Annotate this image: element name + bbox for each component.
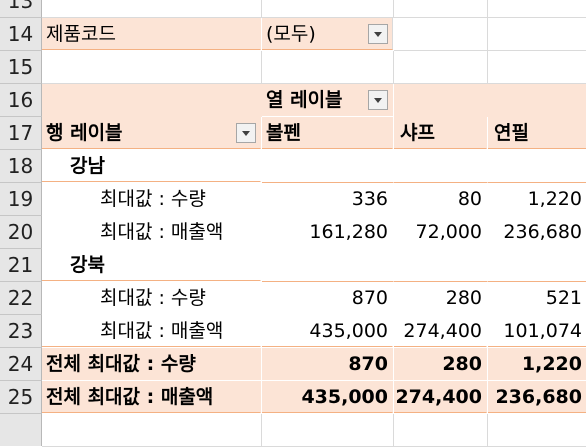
row-23: 23 최대값 : 매출액 435,000 274,400 101,074: [0, 315, 586, 348]
cell[interactable]: [488, 84, 586, 117]
cell[interactable]: [488, 150, 586, 183]
grand-total-value[interactable]: 236,680: [488, 381, 586, 413]
row-15: 15: [0, 51, 586, 84]
grand-total-value[interactable]: 435,000: [262, 381, 393, 413]
row-header[interactable]: [0, 414, 42, 446]
value-cell[interactable]: 80: [457, 188, 482, 210]
row-labels-dropdown-button[interactable]: [236, 123, 256, 143]
value-cell[interactable]: 101,074: [488, 315, 586, 347]
cell[interactable]: [394, 84, 488, 117]
filter-dropdown-button[interactable]: [368, 24, 388, 44]
row-25: 25 전체 최대값 : 매출액 435,000 274,400 236,680: [0, 381, 586, 414]
filter-value-cell[interactable]: (모두): [262, 18, 393, 50]
row-14: 14 제품코드 (모두): [0, 18, 586, 51]
row-22: 22 최대값 : 수량 870 280 521: [0, 282, 586, 315]
group-label[interactable]: 강북: [42, 249, 261, 281]
value-cell[interactable]: 435,000: [262, 315, 393, 347]
cell[interactable]: [42, 414, 262, 447]
cell[interactable]: [488, 414, 586, 447]
cell[interactable]: [394, 18, 488, 51]
cell[interactable]: [488, 51, 586, 84]
group-label[interactable]: 강남: [42, 150, 261, 182]
value-cell[interactable]: 521: [545, 287, 582, 309]
value-cell[interactable]: 274,400: [394, 315, 487, 347]
row-header[interactable]: 21: [0, 249, 42, 282]
grand-total-value[interactable]: 1,220: [488, 348, 586, 380]
row-header[interactable]: 24: [0, 348, 42, 381]
row-header[interactable]: 23: [0, 315, 42, 348]
cell[interactable]: [394, 414, 488, 447]
cell[interactable]: [394, 0, 488, 18]
column-labels-header: 열 레이블: [266, 89, 343, 111]
value-cell[interactable]: 161,280: [309, 221, 388, 243]
column-labels-dropdown-button[interactable]: [368, 90, 388, 110]
value-cell[interactable]: 280: [445, 287, 482, 309]
cell[interactable]: [42, 51, 262, 84]
cell[interactable]: [262, 414, 394, 447]
row-16: 16 열 레이블: [0, 84, 586, 117]
column-header-syap[interactable]: 샤프: [394, 117, 487, 149]
value-cell[interactable]: 1,220: [527, 188, 582, 210]
cell[interactable]: [262, 51, 394, 84]
row-13: 13: [0, 0, 586, 18]
column-labels-cell[interactable]: 열 레이블: [262, 84, 393, 116]
grand-total-value[interactable]: 870: [262, 348, 393, 380]
row-labels-header: 행 레이블: [46, 122, 123, 144]
cell[interactable]: [488, 18, 586, 51]
row-26: [0, 414, 586, 447]
value-label[interactable]: 최대값 : 수량: [100, 287, 206, 309]
value-cell[interactable]: 870: [351, 287, 388, 309]
column-header-bolpen[interactable]: 볼펜: [262, 117, 393, 149]
row-17: 17 행 레이블 볼펜 샤프 연필: [0, 117, 586, 150]
row-labels-cell[interactable]: 행 레이블: [42, 117, 261, 149]
cell[interactable]: [42, 0, 262, 18]
value-cell[interactable]: 236,680: [503, 221, 582, 243]
row-header[interactable]: 19: [0, 183, 42, 216]
row-header[interactable]: 17: [0, 117, 42, 150]
grand-total-label[interactable]: 전체 최대값 : 매출액: [42, 381, 261, 413]
cell[interactable]: [262, 150, 394, 183]
filter-value: (모두): [266, 23, 316, 45]
cell[interactable]: [394, 249, 488, 282]
grand-total-value[interactable]: 280: [394, 348, 487, 380]
row-header[interactable]: 13: [0, 0, 42, 18]
column-header-yeonpil[interactable]: 연필: [488, 117, 586, 149]
value-label[interactable]: 최대값 : 매출액: [42, 315, 261, 347]
cell[interactable]: [262, 249, 394, 282]
row-18: 18 강남: [0, 150, 586, 183]
row-header[interactable]: 15: [0, 51, 42, 84]
row-24: 24 전체 최대값 : 수량 870 280 1,220: [0, 348, 586, 381]
cell[interactable]: [488, 249, 586, 282]
cell[interactable]: [262, 0, 394, 18]
cell[interactable]: [394, 51, 488, 84]
filter-label[interactable]: 제품코드: [42, 18, 261, 50]
row-header[interactable]: 25: [0, 381, 42, 414]
value-label[interactable]: 최대값 : 매출액: [100, 221, 224, 243]
cell[interactable]: [42, 84, 262, 117]
row-header[interactable]: 16: [0, 84, 42, 117]
row-header[interactable]: 14: [0, 18, 42, 51]
row-21: 21 강북: [0, 249, 586, 282]
cell[interactable]: [394, 150, 488, 183]
row-header[interactable]: 20: [0, 216, 42, 249]
row-19: 19 최대값 : 수량 336 80 1,220: [0, 183, 586, 216]
value-cell[interactable]: 72,000: [415, 221, 482, 243]
cell[interactable]: [488, 0, 586, 18]
value-label[interactable]: 최대값 : 수량: [100, 188, 206, 210]
row-header[interactable]: 18: [0, 150, 42, 183]
grand-total-value[interactable]: 274,400: [394, 381, 487, 413]
row-20: 20 최대값 : 매출액 161,280 72,000 236,680: [0, 216, 586, 249]
value-cell[interactable]: 336: [351, 188, 388, 210]
grand-total-label[interactable]: 전체 최대값 : 수량: [42, 348, 261, 380]
row-header[interactable]: 22: [0, 282, 42, 315]
